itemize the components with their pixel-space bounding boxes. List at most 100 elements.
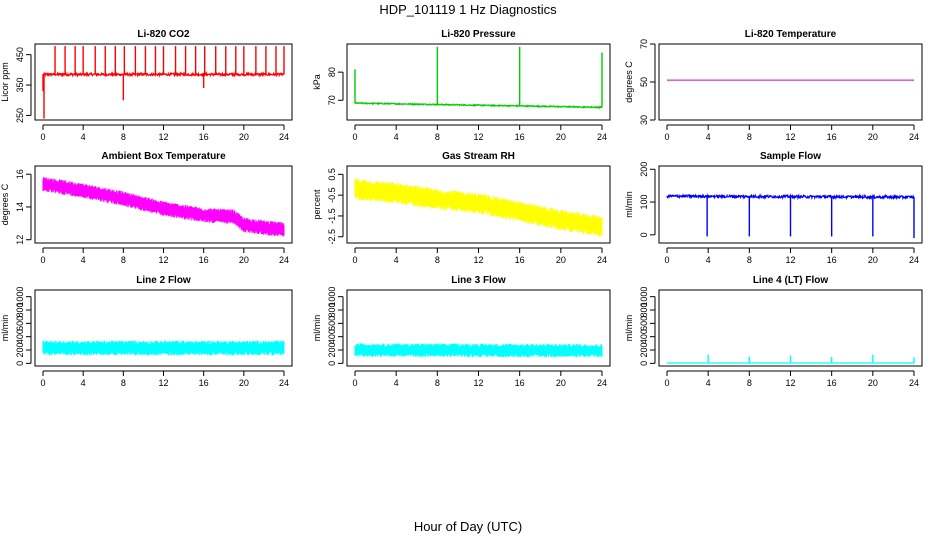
- panel-title: Gas Stream RH: [442, 151, 515, 162]
- plot-frame: [346, 289, 611, 367]
- x-tick-label: 24: [279, 132, 289, 142]
- x-tick-label: 0: [664, 378, 669, 388]
- x-tick-label: 16: [199, 378, 209, 388]
- y-tick-label: 400: [327, 329, 337, 344]
- y-tick-label: 800: [639, 302, 649, 317]
- x-tick-label: 24: [909, 378, 919, 388]
- panel-title: Line 2 Flow: [136, 275, 191, 286]
- y-axis: 30 50 70 degrees C: [624, 39, 656, 125]
- y-tick-label: 1000: [15, 287, 25, 307]
- x-axis: 0 4 8 12 16 20 24: [352, 247, 607, 265]
- x-tick-label: 4: [394, 255, 399, 265]
- x-tick-label: 16: [199, 132, 209, 142]
- plot-frame: [34, 165, 293, 244]
- y-axis-label: ml/min: [312, 315, 322, 342]
- x-tick-label: 0: [352, 378, 357, 388]
- x-tick-label: 12: [473, 255, 483, 265]
- y-tick-label: 30: [639, 115, 649, 125]
- y-axis-label: ml/min: [624, 315, 634, 342]
- x-tick-label: 24: [597, 378, 607, 388]
- series-line-3-flow: [354, 343, 603, 358]
- x-axis: 0 4 8 12 16 20 24: [40, 124, 289, 142]
- x-axis: 0 4 8 12 16 20 24: [664, 247, 919, 265]
- y-tick-label: 0.5: [327, 168, 337, 181]
- x-tick-label: 8: [435, 132, 440, 142]
- x-tick-label: 20: [239, 255, 249, 265]
- y-axis-label: ml/min: [624, 191, 634, 218]
- series-li-820-co2: [42, 46, 285, 119]
- y-tick-label: 0: [327, 361, 337, 366]
- data-band: [354, 178, 603, 237]
- y-tick-label: 450: [15, 47, 25, 62]
- x-tick-label: 16: [199, 255, 209, 265]
- x-tick-label: 20: [868, 132, 878, 142]
- x-tick-label: 24: [279, 255, 289, 265]
- y-tick-label: 200: [15, 342, 25, 357]
- x-tick-label: 16: [827, 255, 837, 265]
- x-tick-label: 8: [747, 255, 752, 265]
- chart-panel-5: Gas Stream RH 0 4 8 12 16 20 24 -2.5 -1.5 -0.5 0.5 p…: [312, 151, 611, 265]
- panel-title: Li-820 Pressure: [441, 29, 516, 40]
- series-li-820-pressure: [354, 46, 603, 110]
- x-tick-label: 8: [121, 378, 126, 388]
- x-tick-label: 20: [868, 378, 878, 388]
- x-axis: 0 4 8 12 16 20 24: [40, 247, 289, 265]
- x-tick-label: 12: [473, 378, 483, 388]
- y-tick-label: 200: [327, 342, 337, 357]
- plot-frame: [34, 289, 293, 367]
- y-tick-label: 800: [327, 302, 337, 317]
- y-tick-label: 350: [15, 78, 25, 93]
- panel-title: Li-820 CO2: [137, 29, 190, 40]
- plot-frame: [346, 165, 611, 244]
- x-tick-label: 24: [909, 255, 919, 265]
- y-tick-label: 600: [639, 316, 649, 331]
- y-tick-label: 600: [15, 316, 25, 331]
- x-tick-label: 12: [158, 378, 168, 388]
- y-tick-label: 400: [639, 329, 649, 344]
- chart-panel-6: Sample Flow 0 4 8 12 16 20 24 0 100 200 ml/min: [624, 151, 923, 265]
- y-tick-label: -0.5: [327, 187, 337, 203]
- plot-frame: [658, 289, 923, 367]
- y-axis-label: percent: [312, 189, 322, 220]
- x-tick-label: 0: [352, 255, 357, 265]
- x-tick-label: 24: [597, 255, 607, 265]
- x-tick-label: 20: [556, 255, 566, 265]
- x-tick-label: 12: [158, 132, 168, 142]
- data-band: [42, 340, 285, 356]
- chart-panel-4: Ambient Box Temperature 0 4 8 12 16 20 24 12 14 16…: [0, 151, 293, 265]
- y-axis-label: ml/min: [0, 315, 10, 342]
- x-tick-label: 4: [706, 378, 711, 388]
- x-tick-label: 4: [81, 378, 86, 388]
- x-tick-label: 20: [868, 255, 878, 265]
- x-axis: 0 4 8 12 16 20 24: [664, 124, 919, 142]
- x-tick-label: 12: [158, 255, 168, 265]
- y-tick-label: 0: [639, 361, 649, 366]
- plot-frame: [34, 43, 293, 121]
- x-tick-label: 24: [279, 378, 289, 388]
- x-tick-label: 24: [909, 132, 919, 142]
- y-tick-label: 100: [639, 195, 649, 210]
- panel-title: Line 3 Flow: [451, 275, 506, 286]
- x-axis: 0 4 8 12 16 20 24: [40, 370, 289, 388]
- y-tick-label: 200: [639, 342, 649, 357]
- x-tick-label: 0: [40, 132, 45, 142]
- y-tick-label: 1000: [327, 287, 337, 307]
- panel-title: Line 4 (LT) Flow: [753, 275, 829, 286]
- x-tick-label: 16: [515, 255, 525, 265]
- series-line-2-flow: [42, 340, 285, 356]
- x-tick-label: 0: [664, 255, 669, 265]
- y-tick-label: -1.5: [327, 208, 337, 224]
- y-tick-label: 0: [639, 232, 649, 237]
- y-tick-label: 400: [15, 329, 25, 344]
- x-tick-label: 4: [706, 132, 711, 142]
- x-axis: 0 4 8 12 16 20 24: [352, 370, 607, 388]
- y-axis: 250 350 450 Licor ppm: [0, 47, 32, 123]
- y-tick-label: 16: [15, 169, 25, 179]
- x-tick-label: 24: [597, 132, 607, 142]
- y-tick-label: -2.5: [327, 229, 337, 245]
